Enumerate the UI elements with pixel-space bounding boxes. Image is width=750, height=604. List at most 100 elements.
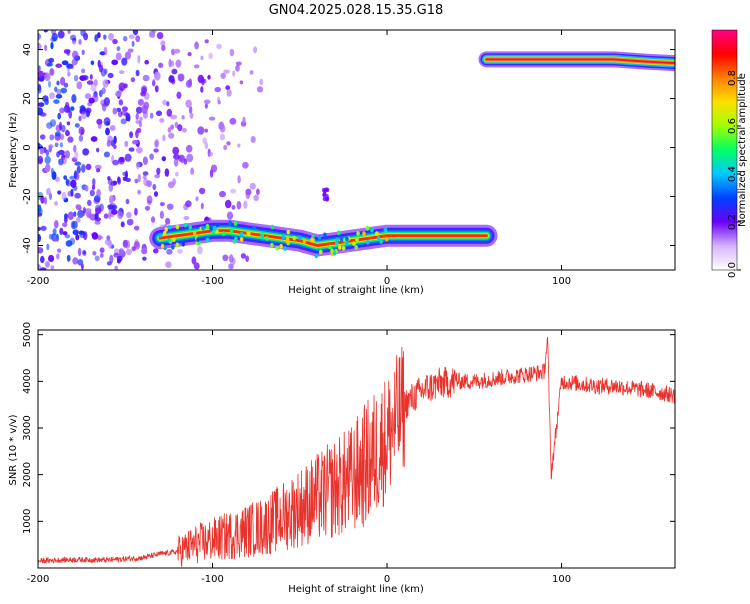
spectrogram-cell	[45, 149, 50, 157]
spectrogram-cell	[76, 165, 81, 174]
spectrogram-cell	[177, 249, 183, 254]
x-tick-label: -200	[27, 276, 50, 287]
spectrogram-cell	[216, 43, 222, 50]
spectrogram-speck	[192, 230, 197, 236]
spectrogram-cell	[171, 78, 176, 85]
spectrogram-cell	[106, 261, 112, 266]
spectrogram-cell	[50, 42, 54, 50]
spectrogram-cell	[38, 42, 42, 51]
spectrogram-cell	[134, 225, 140, 231]
spectrogram-cell	[108, 211, 112, 220]
spectrogram-cell	[55, 176, 60, 183]
plot-frame-top	[37, 29, 676, 271]
spectrogram-cell	[166, 101, 170, 107]
plot-frame-bottom	[37, 329, 676, 569]
spectrogram-cell	[39, 134, 46, 140]
spectrogram-cell	[70, 188, 74, 197]
spectrogram-cell	[229, 48, 235, 57]
spectrogram-cell	[208, 116, 216, 121]
spectrogram-cell	[50, 265, 55, 270]
spectrogram-cell	[229, 117, 237, 125]
spectrogram-cell	[38, 65, 41, 72]
spectrogram-cell	[77, 247, 82, 257]
spectrogram-cell	[117, 211, 124, 219]
spectrogram-cell	[97, 235, 103, 240]
spectrogram-cell	[322, 187, 326, 193]
spectrogram-cell	[194, 64, 200, 69]
spectrogram-cell	[223, 69, 230, 74]
spectrogram-cell	[38, 107, 44, 116]
spectrogram-speck	[171, 244, 175, 250]
spectrogram-cell	[161, 156, 166, 162]
spectrogram-cell	[70, 220, 76, 230]
spectrogram-cell	[137, 173, 141, 183]
spectrogram-cell	[164, 168, 170, 177]
colorbar: 0.0 0.2 0.4 0.6 0.8 Normalized spectral ampl…	[711, 29, 748, 278]
spectrogram-speck	[354, 245, 359, 250]
spectrogram-cell	[101, 87, 106, 95]
spectrogram-cell	[64, 150, 71, 159]
spectrogram-cell	[59, 227, 64, 235]
spectrogram-speck	[341, 245, 346, 251]
spectrogram-cell	[125, 170, 128, 180]
spectrogram-cell	[103, 213, 109, 219]
spectrogram-cell	[124, 153, 132, 162]
spectrogram-cell	[170, 124, 175, 130]
spectrogram-cell	[209, 168, 214, 178]
spectrogram-speck	[205, 237, 210, 243]
spectrogram-speck	[345, 240, 349, 246]
spectrogram-speck	[234, 236, 238, 242]
spectrogram-cell	[204, 103, 208, 109]
spectrogram-speck	[330, 248, 334, 254]
spectrogram-cell	[60, 133, 65, 141]
spectrogram-cell	[112, 159, 120, 166]
spectrogram-cell	[128, 34, 135, 39]
spectrogram-cell	[96, 147, 100, 153]
spectrogram-speck	[285, 238, 290, 244]
colorbar-tick-label: 0.6	[727, 118, 738, 134]
spectrogram-speck	[281, 235, 286, 241]
spectrogram-cell	[154, 140, 159, 148]
spectrogram-cell	[69, 237, 76, 245]
spectrogram-cell	[124, 140, 129, 147]
spectrogram-speck	[270, 242, 274, 248]
spectrogram-cell	[226, 141, 231, 146]
spectrogram-tracks	[149, 51, 675, 259]
spectrogram-cell	[48, 57, 55, 63]
spectrogram-cell	[68, 110, 73, 119]
spectrogram-cell	[156, 31, 164, 40]
spectrogram-cell	[235, 61, 242, 66]
spectrogram-cell	[230, 188, 237, 194]
spectrogram-cell	[228, 254, 234, 263]
spectrogram-speck	[314, 253, 319, 259]
spectrogram-cell	[57, 190, 62, 195]
spectrogram-speck	[302, 238, 307, 244]
spectrogram-speck	[292, 235, 297, 241]
spectrogram-cell	[82, 250, 87, 256]
spectrogram-cell	[171, 68, 178, 75]
spectrogram-cell	[40, 267, 47, 270]
spectrogram-cell	[48, 144, 54, 149]
spectrogram-cell	[256, 188, 260, 196]
spectrogram-cell	[80, 30, 86, 37]
spectrogram-cell	[38, 204, 42, 213]
spectrogram-cell	[38, 212, 43, 217]
spectrogram-cell	[61, 60, 69, 66]
spectrogram-cell	[73, 211, 77, 217]
spectrogram-cell	[80, 128, 85, 136]
spectrogram-cell	[74, 123, 80, 128]
spectrogram-speck	[175, 224, 180, 230]
spectrogram-cell	[118, 82, 126, 91]
spectrogram-cell	[78, 39, 82, 45]
spectrogram-cell	[150, 216, 156, 223]
x-axis-top: -200 -100 0 100	[27, 30, 571, 287]
spectrogram-cell	[217, 100, 221, 105]
y-tick-label: 3000	[22, 415, 33, 440]
spectrogram-cell	[111, 59, 119, 66]
spectrogram-cell	[84, 185, 89, 192]
spectrogram-cell	[54, 142, 59, 147]
spectrogram-cell	[173, 158, 179, 167]
spectrogram-speck	[323, 232, 327, 238]
colorbar-tick-label: 0.0	[727, 262, 738, 278]
spectrogram-speck	[298, 235, 302, 241]
